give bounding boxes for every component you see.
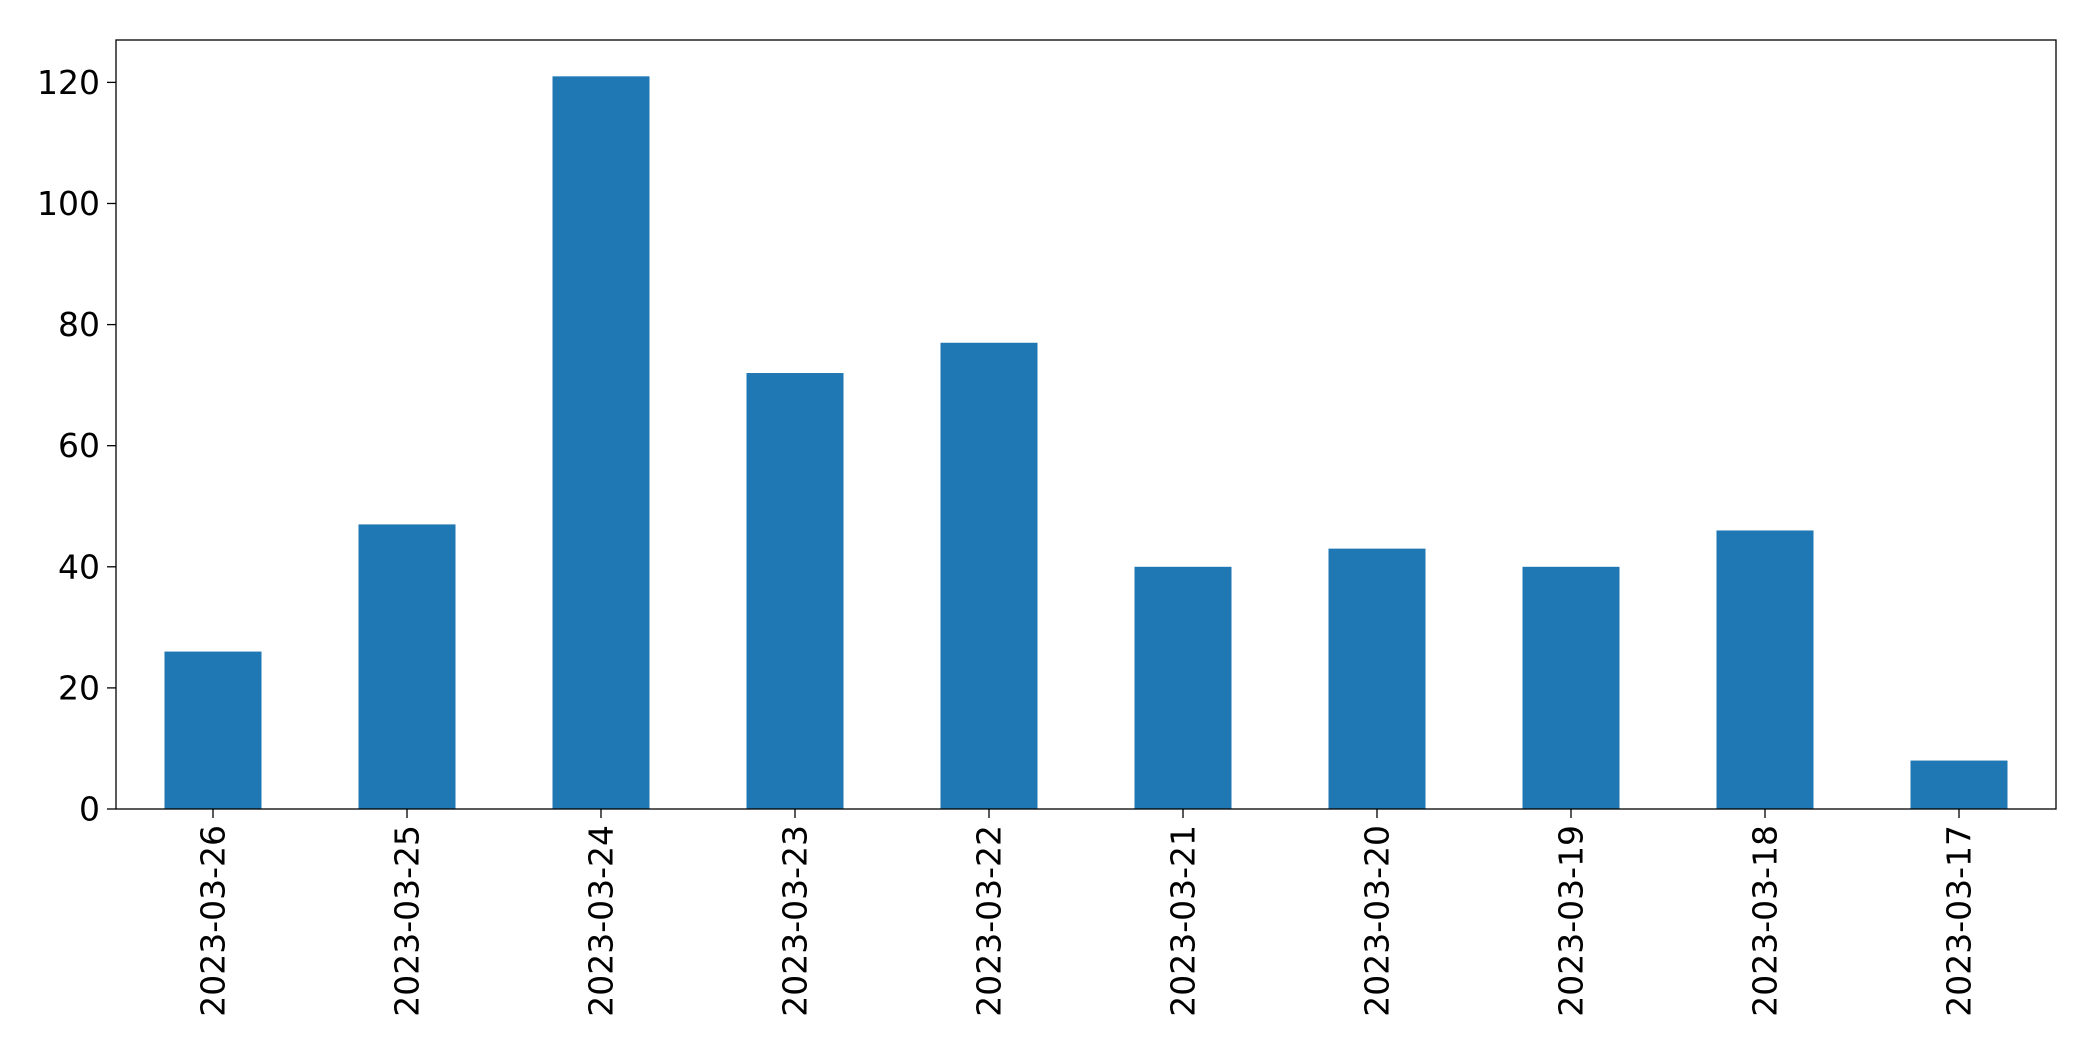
x-tick-label: 2023-03-24 <box>582 825 621 1017</box>
x-tick-label: 2023-03-21 <box>1164 825 1203 1017</box>
bar-2023-03-22 <box>940 342 1038 809</box>
y-tick-label: 0 <box>79 790 100 829</box>
x-tick-label: 2023-03-17 <box>1940 825 1979 1017</box>
y-tick-label: 60 <box>58 426 100 465</box>
y-axis: 0 20 40 60 80 100 120 <box>37 63 116 829</box>
bars-group <box>164 76 2008 810</box>
x-tick-label: 2023-03-23 <box>776 825 815 1017</box>
bar-2023-03-19 <box>1522 566 1620 809</box>
bar-2023-03-18 <box>1716 530 1814 809</box>
bar-2023-03-26 <box>164 651 262 809</box>
bar-2023-03-25 <box>358 524 456 809</box>
bar-2023-03-23 <box>746 373 844 809</box>
y-tick-label: 100 <box>37 184 100 223</box>
bar-2023-03-20 <box>1328 548 1426 809</box>
y-tick-label: 40 <box>58 547 100 586</box>
y-tick-label: 120 <box>37 63 100 102</box>
x-tick-label: 2023-03-26 <box>194 825 233 1017</box>
x-tick-label: 2023-03-20 <box>1358 825 1397 1017</box>
y-tick-label: 20 <box>58 668 100 707</box>
x-tick-label: 2023-03-18 <box>1746 825 1785 1017</box>
x-tick-label: 2023-03-22 <box>970 825 1009 1017</box>
bar-2023-03-17 <box>1910 760 2008 809</box>
x-axis: 2023-03-26 2023-03-25 2023-03-24 2023-03-23… <box>194 809 1979 1017</box>
plot-frame <box>115 39 2057 810</box>
y-tick-label: 80 <box>58 305 100 344</box>
bar-2023-03-24 <box>552 76 650 810</box>
x-tick-label: 2023-03-19 <box>1552 825 1591 1017</box>
x-tick-label: 2023-03-25 <box>388 825 427 1017</box>
bar-2023-03-21 <box>1134 566 1232 809</box>
